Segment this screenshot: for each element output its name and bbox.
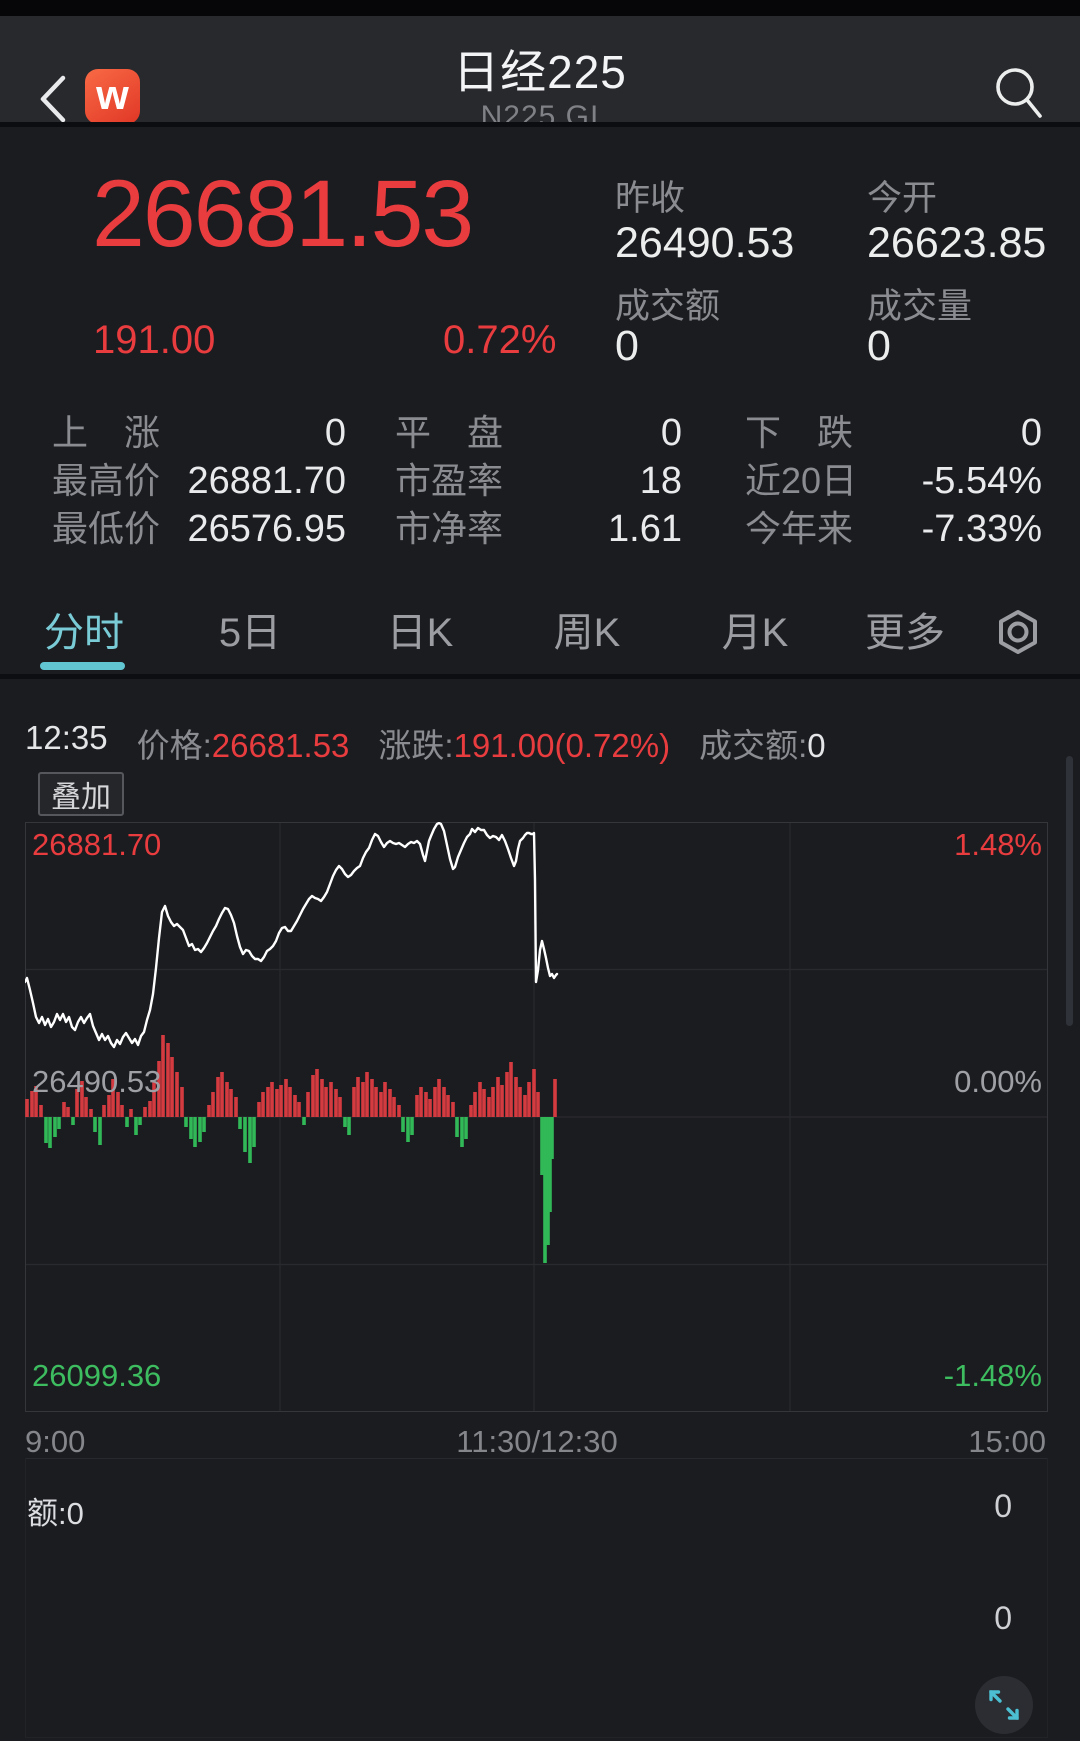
volume-pane-divider xyxy=(25,1458,1048,1459)
tab-more[interactable]: 更多 xyxy=(865,611,945,655)
info-time: 12:35 xyxy=(25,719,108,756)
stat-ytd: 今年来 -7.33% xyxy=(745,508,1042,550)
tab-weekly-k[interactable]: 周K xyxy=(553,611,621,655)
yaxis-low-pct: -1.48% xyxy=(943,1358,1042,1393)
last-price: 26681.53 xyxy=(92,161,474,267)
volume-amount-label: 额:0 xyxy=(27,1496,84,1531)
tab-daily-k[interactable]: 日K xyxy=(386,611,454,655)
search-icon[interactable] xyxy=(992,60,1054,126)
stat-high: 最高价 26881.70 xyxy=(52,460,346,502)
wind-app-logo[interactable]: w xyxy=(85,69,140,124)
yaxis-high-pct: 1.48% xyxy=(954,827,1042,862)
chart-settings-icon[interactable] xyxy=(995,608,1041,656)
back-icon[interactable] xyxy=(36,74,70,124)
change-percent: 0.72% xyxy=(443,318,557,362)
info-price: 价格:26681.53 xyxy=(136,727,350,764)
stat-pb: 市净率 1.61 xyxy=(395,508,682,550)
expand-chart-button[interactable] xyxy=(975,1676,1033,1734)
stat-pe: 市盈率 18 xyxy=(395,460,682,502)
page-title: 日经225 xyxy=(453,46,627,98)
tab-monthly-k[interactable]: 月K xyxy=(721,611,789,655)
volume-label: 成交量 xyxy=(867,287,973,326)
open-value: 26623.85 xyxy=(867,219,1047,267)
turnover-label: 成交额 xyxy=(615,287,721,326)
xaxis-open-time: 9:00 xyxy=(25,1424,86,1459)
yaxis-high-price: 26881.70 xyxy=(32,827,162,862)
xaxis-lunch-time: 11:30/12:30 xyxy=(456,1424,618,1459)
expand-icon xyxy=(989,1690,1019,1720)
turnover-value: 0 xyxy=(615,322,639,370)
overlay-button[interactable]: 叠加 xyxy=(38,772,124,816)
symbol-code: N225.GI xyxy=(480,100,600,133)
open-label: 今开 xyxy=(867,179,938,218)
change-value: 191.00 xyxy=(93,318,216,362)
tab-5day[interactable]: 5日 xyxy=(218,611,282,655)
status-strip xyxy=(0,0,1080,16)
active-tab-underline xyxy=(40,662,125,670)
scrollbar-thumb[interactable] xyxy=(1066,756,1073,1026)
header-divider xyxy=(0,122,1080,127)
yaxis-mid-pct: 0.00% xyxy=(954,1064,1042,1099)
prev-close-label: 昨收 xyxy=(615,179,686,218)
header-bar: w 日经225 N225.GI xyxy=(0,16,1080,133)
volume-scale-mid: 0 xyxy=(994,1600,1012,1636)
prev-close-value: 26490.53 xyxy=(615,219,795,267)
tabs-divider xyxy=(0,674,1080,679)
xaxis-close-time: 15:00 xyxy=(968,1424,1046,1459)
info-turnover: 成交额:0 xyxy=(699,727,826,764)
stat-low: 最低价 26576.95 xyxy=(52,508,346,550)
minute-chart-svg[interactable] xyxy=(25,822,1048,1412)
info-change: 涨跌:191.00(0.72%) xyxy=(378,727,671,764)
volume-pane-right-border xyxy=(1047,1458,1048,1738)
crosshair-info-bar: 12:35 价格:26681.53 涨跌:191.00(0.72%) 成交额:0 xyxy=(25,719,1065,767)
stat-20day: 近20日 -5.54% xyxy=(745,460,1042,502)
yaxis-mid-price: 26490.53 xyxy=(32,1064,162,1099)
volume-scale-top: 0 xyxy=(994,1488,1012,1524)
volume-pane-left-border xyxy=(25,1458,26,1738)
yaxis-low-price: 26099.36 xyxy=(32,1358,162,1393)
volume-pane-bottom-border xyxy=(25,1737,1048,1738)
volume-value: 0 xyxy=(867,322,891,370)
tab-minute[interactable]: 分时 xyxy=(44,611,124,655)
